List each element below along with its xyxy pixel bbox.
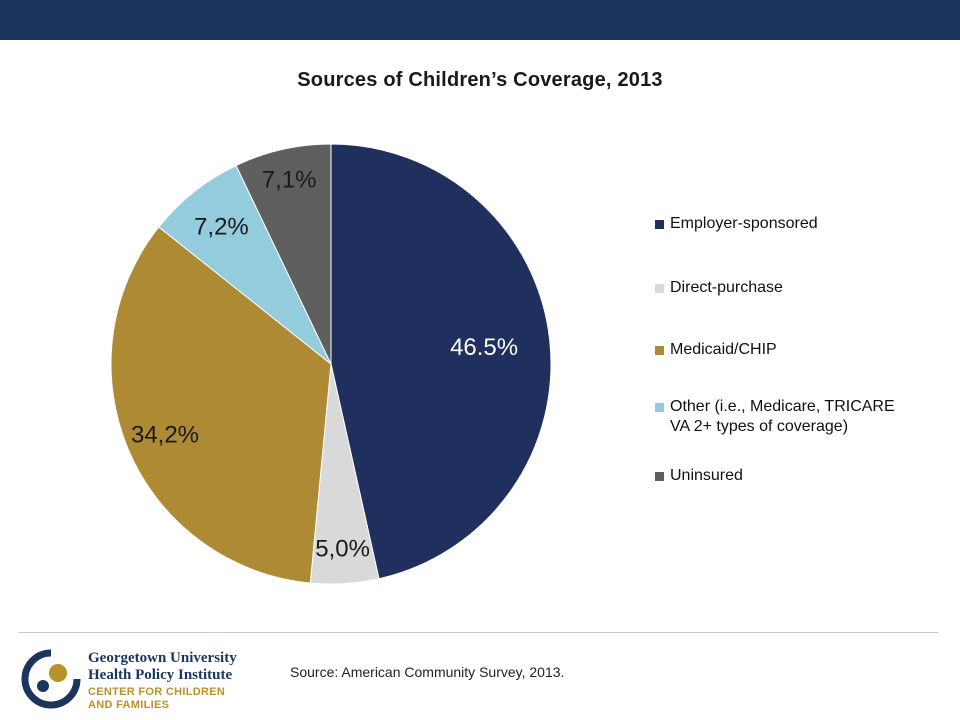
legend-label: Medicaid/CHIP [670, 341, 777, 358]
legend-swatch [655, 403, 664, 412]
chart-title: Sources of Children’s Coverage, 2013 [297, 69, 663, 91]
pie-slice-uninsured [235, 143, 332, 365]
legend-item: Employer-sponsored [655, 214, 910, 234]
logo-line-university: Georgetown University [88, 650, 237, 666]
legend-swatch [655, 472, 664, 481]
legend-swatch [655, 284, 664, 293]
legend-swatch [655, 220, 664, 229]
footer-divider [18, 632, 938, 633]
legend-swatch [655, 346, 664, 355]
institution-logo: Georgetown University Health Policy Inst… [20, 648, 250, 712]
slice-data-label: 7,2% [194, 213, 249, 240]
source-note: Source: American Community Survey, 2013. [290, 664, 565, 680]
logo-line-families: AND FAMILIES [88, 699, 170, 711]
georgetown-logo-mark [21, 648, 82, 709]
pie-slice-medicaid-chip [110, 226, 332, 584]
pie-chart: 46.5% 5,0% 34,2% 7,2% 7,1% [110, 143, 552, 585]
pie-slice-employer-sponsored [330, 143, 552, 580]
logo-line-center: CENTER FOR CHILDREN [88, 686, 226, 698]
slice-data-label: 46.5% [450, 334, 518, 361]
legend-label: Employer-sponsored [670, 215, 818, 232]
legend-item: Medicaid/CHIP [655, 340, 910, 360]
legend-label: Direct-purchase [670, 279, 783, 296]
legend-label: Other (i.e., Medicare, TRICARE VA 2+ typ… [670, 398, 895, 435]
legend-item: Other (i.e., Medicare, TRICARE VA 2+ typ… [655, 397, 910, 437]
header-bar [0, 0, 960, 40]
logo-line-institute: Health Policy Institute [88, 667, 233, 683]
legend-item: Direct-purchase [655, 278, 910, 298]
slice-data-label: 7,1% [262, 167, 317, 194]
slice-data-label: 5,0% [315, 535, 370, 562]
legend-item: Uninsured [655, 466, 910, 486]
pie-slice-other [158, 164, 332, 365]
slice-data-label: 34,2% [131, 422, 199, 449]
legend-label: Uninsured [670, 467, 743, 484]
